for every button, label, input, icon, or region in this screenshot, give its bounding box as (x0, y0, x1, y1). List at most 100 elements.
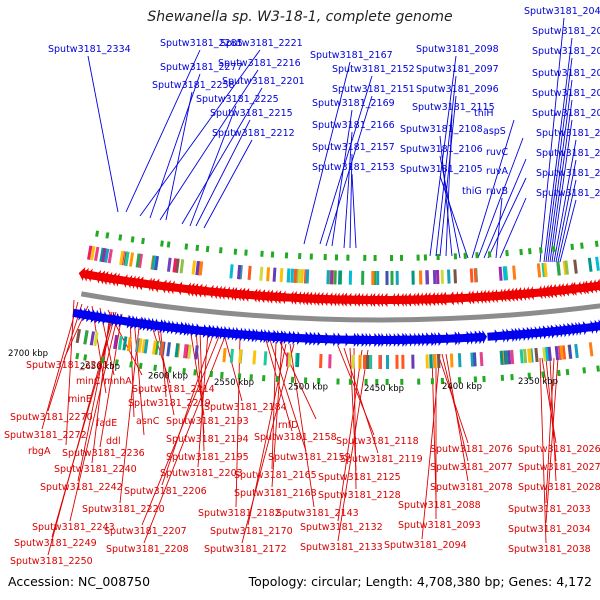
feature-bar (519, 349, 524, 364)
feature-bar (512, 265, 517, 280)
forward-gene-label: Sputw3181_2097 (416, 64, 499, 75)
marker-box (399, 254, 404, 261)
forward-gene-labels: Sputw3181_2334Sputw3181_2285Sputw3181_22… (48, 6, 600, 199)
marker-box (557, 369, 561, 377)
feature-bar (279, 268, 284, 283)
reverse-gene-label: Sputw3181_2249 (14, 538, 97, 549)
scale-tick-label: 2700 kbp (8, 349, 48, 359)
feature-bar (104, 248, 110, 263)
reverse-gene-label: Sputw3181_2193 (166, 416, 249, 427)
feature-bar (154, 255, 160, 271)
feature-bar (159, 341, 165, 356)
feature-bar (295, 353, 300, 368)
marker-box (166, 241, 171, 248)
feature-bar (574, 343, 579, 359)
reverse-label-connector (279, 341, 317, 420)
feature-bar (222, 347, 227, 363)
topology-summary: Topology: circular; Length: 4,708,380 bp… (248, 574, 592, 589)
marker-box (298, 253, 302, 260)
reverse-gene-label: Sputw3181_2128 (318, 490, 401, 501)
scale-ticks: 2700 kbp 2650 kbp 2600 kbp 2550 kbp 2500 kbp… (8, 349, 558, 394)
feature-bar (87, 245, 93, 260)
marker-box (510, 373, 514, 381)
reverse-label-connector (41, 301, 79, 430)
label-connector-lines (41, 17, 577, 556)
scale-tick-label: 2400 kbp (442, 382, 482, 392)
forward-label-connector (195, 119, 251, 227)
reverse-gene-label: ddl (106, 436, 121, 447)
marker-box (75, 352, 80, 360)
reverse-label-connector (421, 353, 441, 540)
reverse-label-connector (343, 347, 379, 454)
forward-gene-label: Sputw3181_2166 (312, 120, 395, 131)
reverse-gene-label: fadE (96, 418, 117, 429)
reverse-gene-label: Sputw3181_2250 (10, 556, 93, 567)
feature-bar (94, 246, 100, 262)
feature-bar (328, 354, 332, 369)
reverse-label-connector (69, 313, 119, 522)
reverse-gene-label: Sputw3181_2184 (204, 402, 287, 413)
marker-box (487, 251, 492, 258)
forward-label-connector (499, 197, 527, 259)
forward-gene-label: thiH (474, 108, 494, 119)
forward-label-connector (547, 79, 573, 263)
marker-box (463, 252, 467, 259)
scale-tick-label: 2450 kbp (364, 384, 404, 394)
marker-box (565, 368, 570, 376)
feature-bar (376, 270, 380, 286)
reverse-gene-label: Sputw3181_2261 (26, 360, 109, 371)
feature-bar (107, 249, 113, 264)
map-title: Shewanella sp. W3-18-1, complete genome (147, 9, 453, 25)
marker-box (284, 252, 289, 259)
forward-label-connector (445, 113, 453, 257)
feature-bar (573, 259, 578, 274)
feature-bar (543, 262, 548, 277)
marker-box (505, 249, 509, 257)
forward-gene-label: Sputw3181_2041 (524, 6, 600, 17)
reverse-gene-label: Sputw3181_2206 (124, 486, 207, 497)
marker-box (233, 248, 238, 255)
feature-bar (229, 264, 234, 279)
marker-box (582, 367, 587, 374)
marker-box (168, 366, 172, 373)
feature-bar (498, 266, 503, 281)
reverse-gene-arrow (87, 268, 100, 283)
marker-box (482, 375, 486, 383)
marker-box (114, 359, 119, 366)
feature-bar (297, 269, 302, 284)
feature-bar (588, 342, 594, 357)
marker-box (389, 254, 394, 262)
reverse-gene-label: Sputw3181_2214 (132, 384, 215, 395)
backbone-arc (80, 291, 600, 323)
forward-label-connector (435, 75, 457, 257)
marker-box (95, 230, 100, 237)
feature-bar (449, 353, 454, 368)
feature-bar (567, 344, 573, 359)
marker-box (153, 364, 157, 371)
reverse-gene-label: Sputw3181_2125 (318, 472, 401, 483)
feature-bar (83, 330, 89, 345)
marker-box (290, 376, 295, 383)
reverse-gene-label: Sputw3181_2195 (166, 452, 249, 463)
forward-label-connector (303, 61, 351, 245)
forward-gene-label: Sputw3181_2022 (536, 188, 600, 199)
marker-box (551, 245, 556, 253)
feature-bar (305, 269, 310, 284)
forward-label-connector (439, 135, 453, 257)
marker-box (244, 249, 248, 256)
forward-label-connector (181, 87, 263, 225)
forward-label-connector (487, 177, 527, 259)
feature-bar (187, 344, 192, 359)
forward-gene-label: Sputw3181_2023 (536, 168, 600, 179)
forward-gene-label: Sputw3181_2108 (400, 124, 483, 135)
marker-box (129, 361, 134, 368)
scale-tick-label: 2500 kbp (288, 383, 328, 393)
feature-bar (371, 270, 375, 286)
reverse-gene-arrow (594, 278, 600, 293)
reverse-gene-label: Sputw3181_2034 (508, 524, 591, 535)
feature-bar (366, 354, 370, 370)
marker-box (220, 371, 224, 379)
feature-bar (473, 268, 478, 283)
feature-bar (469, 268, 474, 283)
forward-gene-label: Sputw3181_2258 (152, 80, 235, 91)
